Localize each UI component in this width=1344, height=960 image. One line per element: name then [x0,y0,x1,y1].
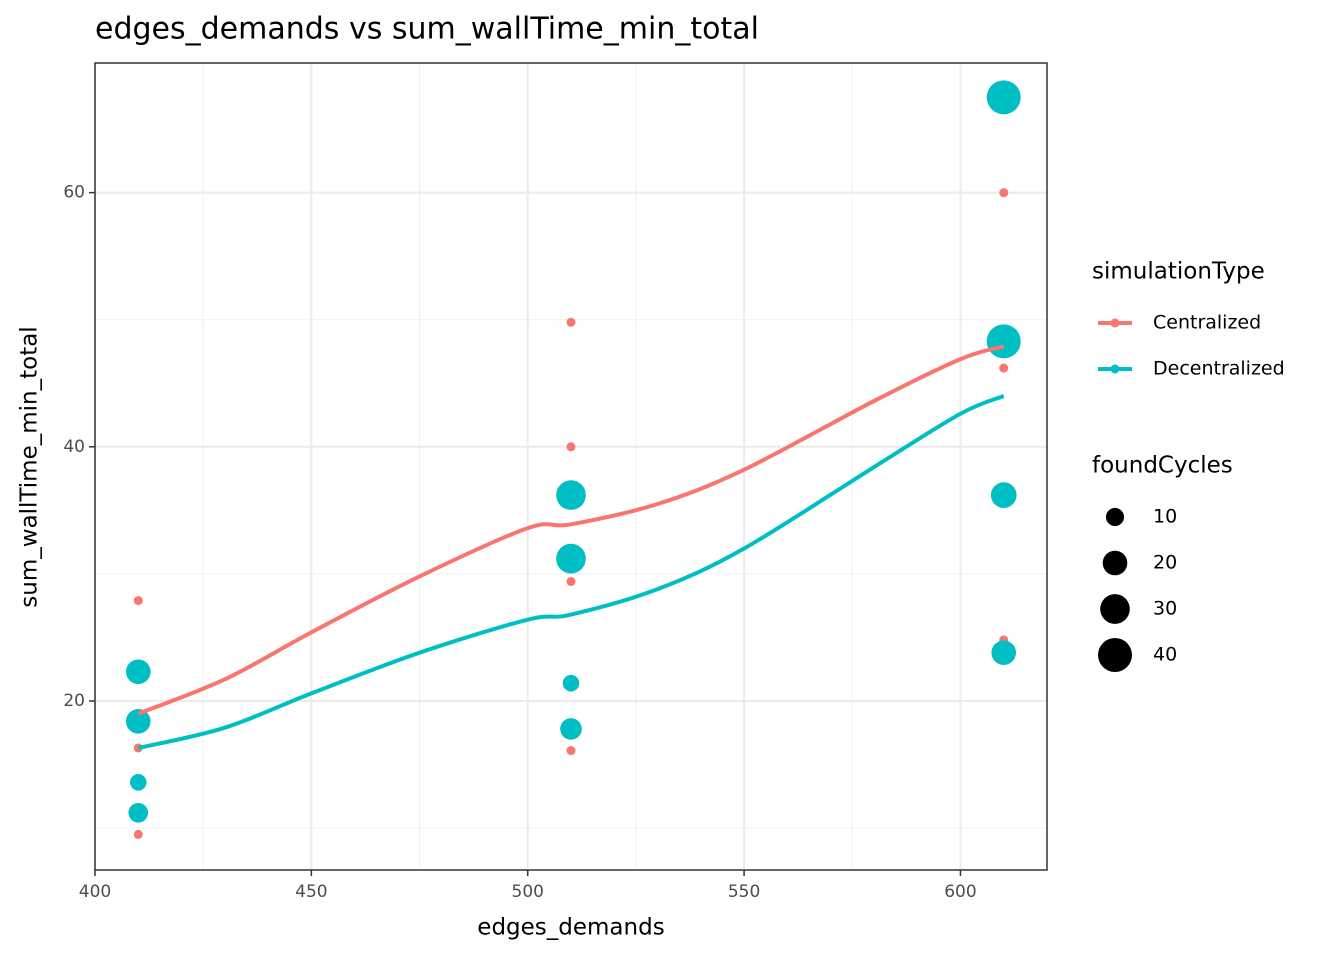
size-legend-key [1100,594,1130,624]
size-legend-key [1105,507,1125,527]
chart-title: edges_demands vs sum_wallTime_min_total [95,12,759,47]
point [133,596,143,606]
x-axis-title: edges_demands [477,915,664,941]
point [560,718,582,740]
size-legend-label: 40 [1153,644,1177,666]
point [986,324,1021,359]
legend-title: simulationType [1092,259,1265,285]
point [125,709,151,734]
point [991,640,1017,665]
legend-key-point [1110,364,1120,374]
point [566,577,576,587]
x-tick-label: 500 [512,882,544,902]
y-tick-label: 60 [63,183,85,203]
x-tick-label: 600 [944,882,976,902]
point [566,746,576,756]
smooth-line [137,394,1005,750]
x-tick-label: 550 [728,882,760,902]
point [990,482,1017,508]
point [128,803,149,823]
y-axis-title: sum_wallTime_min_total [17,326,43,607]
point [556,543,586,574]
size-legend-title: foundCycles [1092,453,1233,479]
size-legend-label: 30 [1153,598,1177,620]
plot-border [94,62,1048,871]
smooth-line [137,344,1005,716]
size-legend-label: 10 [1153,506,1177,528]
point [129,774,147,791]
point [566,442,576,452]
point [999,363,1009,373]
size-legend-label: 20 [1153,552,1177,574]
x-tick-label: 450 [295,882,327,902]
point [999,188,1009,198]
legend-label: Centralized [1153,312,1261,334]
point [562,674,580,692]
size-legend-key [1098,638,1132,672]
x-tick-label: 400 [79,882,111,902]
legend-label: Decentralized [1153,358,1285,380]
point [133,829,143,839]
point [556,480,586,510]
y-tick-label: 20 [63,691,85,711]
point [125,659,151,685]
legend-key-point [1110,318,1120,328]
point [986,80,1021,115]
y-tick-label: 40 [63,437,85,457]
size-legend-key [1102,550,1128,576]
point [566,317,576,327]
